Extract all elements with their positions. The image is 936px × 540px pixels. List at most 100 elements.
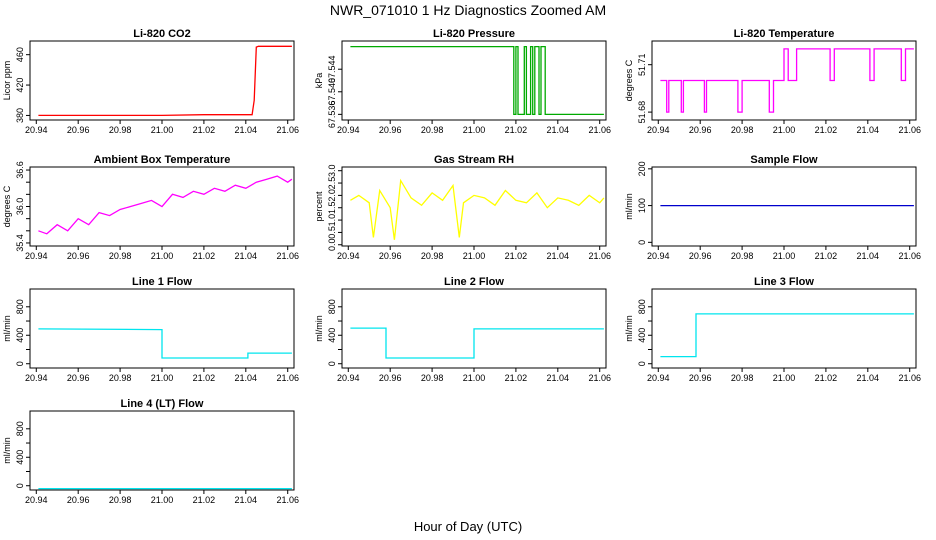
li820-co2-xtick-label-3: 21.00 (151, 125, 174, 135)
line-1-flow-xtick-label-4: 21.02 (193, 373, 216, 383)
li820-co2-xtick-label-5: 21.04 (235, 125, 258, 135)
ambient-box-temperature-ytick-label-6: 36.6 (15, 161, 25, 179)
sample-flow-xtick-label-0: 20.94 (647, 251, 670, 261)
gas-stream-rh-frame (341, 166, 607, 247)
line-4-lt-flow-ytick-label-0: 0 (15, 483, 25, 488)
line-2-flow-xtick-label-6: 21.06 (588, 373, 611, 383)
line-2-flow-xtick-label-5: 21.04 (547, 373, 570, 383)
sample-flow-xtick-label-5: 21.04 (857, 251, 880, 261)
ambient-box-temperature-title: Ambient Box Temperature (94, 154, 231, 166)
line-3-flow-panel: Line 3 Flow 20.94 20.96 20.98 21.00 21.02 21.0… (624, 276, 921, 383)
line-3-flow-xtick-label-3: 21.00 (773, 373, 796, 383)
sample-flow-xtick-label-4: 21.02 (815, 251, 838, 261)
line-2-flow-xtick-label-0: 20.94 (337, 373, 360, 383)
li820-temperature-title: Li-820 Temperature (734, 28, 835, 40)
line-4-lt-flow-ytick-label-2: 400 (15, 450, 25, 465)
li820-temperature-ytick-label-1: 51.71 (637, 53, 647, 76)
li820-co2-ytick-label-2: 460 (15, 47, 25, 62)
li820-temperature-panel: Li-820 Temperature 20.94 20.96 20.98 21.00 21… (624, 28, 921, 135)
line-1-flow-ytick-label-4: 800 (15, 299, 25, 314)
li820-co2-xtick-label-2: 20.98 (109, 125, 132, 135)
ambient-box-temperature-series-0 (38, 175, 293, 235)
li820-co2-ytick-label-0: 380 (15, 108, 25, 123)
line-1-flow-xtick-label-3: 21.00 (151, 373, 174, 383)
gas-stream-rh-ytick-label-4: 2.0 (327, 189, 337, 202)
line-3-flow-series-0 (660, 313, 914, 358)
line-1-flow-series-0 (38, 328, 292, 359)
line-3-flow-ytick-label-2: 400 (637, 328, 647, 343)
ambient-box-temperature-xtick-label-1: 20.96 (67, 251, 90, 261)
line-2-flow-ytick-label-4: 800 (327, 299, 337, 314)
ambient-box-temperature-xtick-label-3: 21.00 (151, 251, 174, 261)
sample-flow-title: Sample Flow (750, 154, 818, 166)
line-4-lt-flow-xtick-label-0: 20.94 (25, 495, 48, 505)
li820-pressure-panel: Li-820 Pressure 20.94 20.96 20.98 21.00 21.02… (314, 28, 611, 135)
panels-group: Li-820 CO2 20.94 20.96 20.98 21.00 21.02 21.04… (2, 28, 921, 505)
li820-pressure-frame (341, 40, 607, 121)
sample-flow-ytick-label-0: 0 (637, 240, 647, 245)
gas-stream-rh-xtick-label-6: 21.06 (588, 251, 611, 261)
ambient-box-temperature-ytick-label-3: 36.0 (15, 198, 25, 216)
line-2-flow-xtick-label-1: 20.96 (379, 373, 402, 383)
line-2-flow-xtick-label-3: 21.00 (463, 373, 486, 383)
line-2-flow-title: Line 2 Flow (444, 276, 504, 288)
li820-pressure-xtick-label-1: 20.96 (379, 125, 402, 135)
line-4-lt-flow-frame (29, 410, 295, 491)
sample-flow-ytick-label-2: 200 (637, 161, 647, 176)
li820-temperature-xtick-label-3: 21.00 (773, 125, 796, 135)
line-4-lt-flow-xtick-label-6: 21.06 (276, 495, 299, 505)
li820-temperature-series-0 (660, 48, 914, 113)
li820-pressure-title: Li-820 Pressure (433, 28, 515, 40)
gas-stream-rh-ytick-label-0: 0.0 (327, 239, 337, 252)
gas-stream-rh-xtick-label-0: 20.94 (337, 251, 360, 261)
ambient-box-temperature-xtick-label-6: 21.06 (276, 251, 299, 261)
gas-stream-rh-ytick-label-6: 3.0 (327, 164, 337, 177)
li820-pressure-ylabel: kPa (314, 73, 324, 89)
sample-flow-frame (651, 166, 917, 247)
ambient-box-temperature-panel: Ambient Box Temperature 20.94 20.96 20.98 21… (2, 154, 299, 261)
gas-stream-rh-xtick-label-2: 20.98 (421, 251, 444, 261)
gas-stream-rh-series-0 (350, 178, 605, 240)
gas-stream-rh-ylabel: percent (314, 191, 324, 222)
line-4-lt-flow-xtick-label-4: 21.02 (193, 495, 216, 505)
ambient-box-temperature-xtick-label-4: 21.02 (193, 251, 216, 261)
ambient-box-temperature-xtick-label-0: 20.94 (25, 251, 48, 261)
line-4-lt-flow-ytick-label-4: 800 (15, 421, 25, 436)
li820-co2-ytick-label-1: 420 (15, 78, 25, 93)
li820-co2-xtick-label-1: 20.96 (67, 125, 90, 135)
li820-temperature-ytick-label-0: 51.68 (637, 101, 647, 124)
li820-pressure-ytick-label-2: 67.544 (327, 55, 337, 83)
line-2-flow-ytick-label-2: 400 (327, 328, 337, 343)
line-1-flow-ytick-label-0: 0 (15, 361, 25, 366)
line-3-flow-xtick-label-6: 21.06 (898, 373, 921, 383)
line-2-flow-xtick-label-2: 20.98 (421, 373, 444, 383)
sample-flow-panel: Sample Flow 20.94 20.96 20.98 21.00 21.02 21.0… (624, 154, 921, 261)
gas-stream-rh-xtick-label-5: 21.04 (547, 251, 570, 261)
line-3-flow-ylabel: ml/min (624, 315, 634, 342)
sample-flow-xtick-label-6: 21.06 (898, 251, 921, 261)
sample-flow-xtick-label-3: 21.00 (773, 251, 796, 261)
gas-stream-rh-panel: Gas Stream RH 20.94 20.96 20.98 21.00 21.02 21… (314, 154, 611, 261)
line-1-flow-ytick-label-2: 400 (15, 328, 25, 343)
line-2-flow-xtick-label-4: 21.02 (505, 373, 528, 383)
gas-stream-rh-xtick-label-1: 20.96 (379, 251, 402, 261)
li820-co2-ylabel: Licor ppm (2, 61, 12, 101)
gas-stream-rh-xtick-label-4: 21.02 (505, 251, 528, 261)
line-4-lt-flow-xtick-label-3: 21.00 (151, 495, 174, 505)
line-4-lt-flow-ylabel: ml/min (2, 437, 12, 464)
line-4-lt-flow-xtick-label-2: 20.98 (109, 495, 132, 505)
li820-pressure-xtick-label-2: 20.98 (421, 125, 444, 135)
li820-pressure-xtick-label-3: 21.00 (463, 125, 486, 135)
li820-temperature-xtick-label-0: 20.94 (647, 125, 670, 135)
li820-pressure-xtick-label-6: 21.06 (588, 125, 611, 135)
line-3-flow-xtick-label-1: 20.96 (689, 373, 712, 383)
line-1-flow-xtick-label-0: 20.94 (25, 373, 48, 383)
line-3-flow-xtick-label-2: 20.98 (731, 373, 754, 383)
line-3-flow-xtick-label-4: 21.02 (815, 373, 838, 383)
line-3-flow-ytick-label-0: 0 (637, 361, 647, 366)
li820-temperature-ylabel: degrees C (624, 59, 634, 101)
line-1-flow-xtick-label-6: 21.06 (276, 373, 299, 383)
li820-co2-series-0 (38, 45, 292, 117)
